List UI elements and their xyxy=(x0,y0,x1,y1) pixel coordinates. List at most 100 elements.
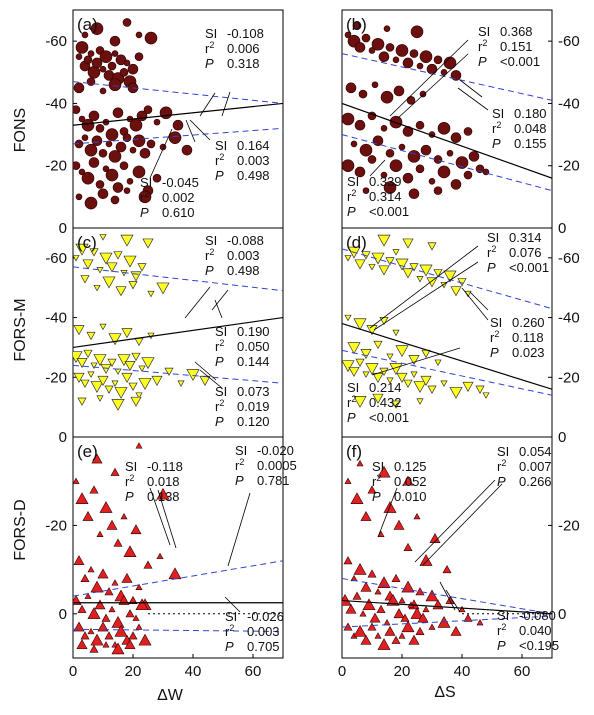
stat-value: 0.054 xyxy=(519,444,552,459)
data-point xyxy=(90,580,104,593)
stat-label: r2 xyxy=(125,473,134,489)
data-point xyxy=(377,465,391,478)
data-point xyxy=(428,623,436,630)
data-point xyxy=(97,568,109,579)
data-point xyxy=(458,605,466,613)
data-point xyxy=(353,624,367,637)
stat-value: 0.076 xyxy=(509,245,542,260)
stat-value: 0.610 xyxy=(162,205,195,220)
stat-label: SI xyxy=(372,459,384,474)
data-point xyxy=(372,393,384,404)
data-point xyxy=(123,59,131,67)
x-tick-label: 0 xyxy=(338,663,346,680)
annotation-arrow xyxy=(224,596,241,613)
data-point xyxy=(86,77,96,86)
data-point xyxy=(107,61,117,71)
panel-b: -60 -40 -20 0 (b) SI 0.368 r2 0.151 P <0.001 SI 0.18… xyxy=(341,9,580,237)
data-point xyxy=(427,385,437,394)
data-point xyxy=(409,49,419,58)
stat-value: 0.138 xyxy=(147,489,180,504)
data-point xyxy=(130,524,142,535)
stat-label: r2 xyxy=(347,188,356,204)
data-point xyxy=(432,599,444,610)
data-point xyxy=(345,82,357,94)
data-point xyxy=(402,238,414,249)
data-point xyxy=(393,608,405,619)
stat-label: SI xyxy=(347,380,359,395)
data-point xyxy=(80,573,90,582)
data-point xyxy=(111,616,125,628)
data-point xyxy=(408,355,420,366)
data-point xyxy=(429,533,441,543)
data-point xyxy=(99,323,107,331)
data-point xyxy=(385,43,395,52)
stat-value: 0.498 xyxy=(237,168,270,183)
data-point xyxy=(344,255,352,262)
stat-value: 0.003 xyxy=(227,248,260,263)
data-point xyxy=(77,604,87,613)
fit-line-dashed xyxy=(342,248,552,310)
data-point xyxy=(408,188,420,200)
data-point xyxy=(115,141,127,153)
annotation-arrow xyxy=(459,79,483,98)
stat-label: SI xyxy=(225,609,237,624)
data-point xyxy=(342,360,355,373)
data-point xyxy=(380,90,394,104)
stat-annotation: SI 0.260 r2 0.118 P 0.023 xyxy=(490,315,545,360)
data-point xyxy=(374,632,382,639)
panel-e: -20 0 0 20 40 60 (e) SI -0.118 r2 0.018 P 0.138 SI -0.… xyxy=(45,436,297,680)
data-point xyxy=(415,587,425,596)
data-point xyxy=(410,371,418,379)
data-point xyxy=(111,642,125,655)
data-point xyxy=(344,314,352,322)
row-label-fors-d: FORS-D xyxy=(12,499,29,560)
data-point xyxy=(78,168,86,176)
stat-value: <0.001 xyxy=(509,260,549,275)
row-label-fors-m: FORS-M xyxy=(12,298,29,361)
stat-label: r2 xyxy=(235,457,244,473)
data-point xyxy=(449,387,463,399)
data-point xyxy=(360,510,372,521)
data-point xyxy=(82,510,94,521)
stat-value: 0.339 xyxy=(369,174,402,189)
data-point xyxy=(186,369,200,382)
data-point xyxy=(415,626,425,635)
data-point xyxy=(353,318,367,331)
data-point xyxy=(128,281,138,290)
annotation-arrow xyxy=(397,53,469,119)
fit-line-dashed xyxy=(73,628,283,632)
data-point xyxy=(125,609,135,618)
data-point xyxy=(384,625,396,636)
data-point xyxy=(352,591,362,600)
stat-value: 0.498 xyxy=(227,263,260,278)
data-point xyxy=(138,633,152,646)
data-point xyxy=(127,63,139,75)
stat-value: 0.0005 xyxy=(257,458,297,473)
data-point xyxy=(135,623,143,630)
data-point xyxy=(156,552,164,560)
stat-label: SI xyxy=(487,230,499,245)
data-point xyxy=(128,382,138,391)
data-point xyxy=(446,149,454,157)
y-tick-label: 0 xyxy=(59,429,67,446)
data-point xyxy=(425,589,439,602)
data-point xyxy=(410,607,424,619)
data-point xyxy=(102,165,110,173)
data-point xyxy=(75,193,83,201)
data-point xyxy=(98,148,108,158)
data-point xyxy=(78,115,86,123)
data-point xyxy=(88,110,100,122)
y-tick-label: -20 xyxy=(45,517,67,534)
stat-value: 0.151 xyxy=(500,39,533,54)
data-point xyxy=(172,119,184,131)
data-point xyxy=(426,63,438,75)
fit-line-solid xyxy=(342,322,552,390)
stat-value: 0.050 xyxy=(237,339,270,354)
data-point xyxy=(443,270,457,283)
data-point xyxy=(342,159,355,173)
stat-value: 0.018 xyxy=(147,474,180,489)
data-point xyxy=(99,252,113,265)
data-point xyxy=(433,186,443,195)
stat-label: r2 xyxy=(487,244,496,260)
